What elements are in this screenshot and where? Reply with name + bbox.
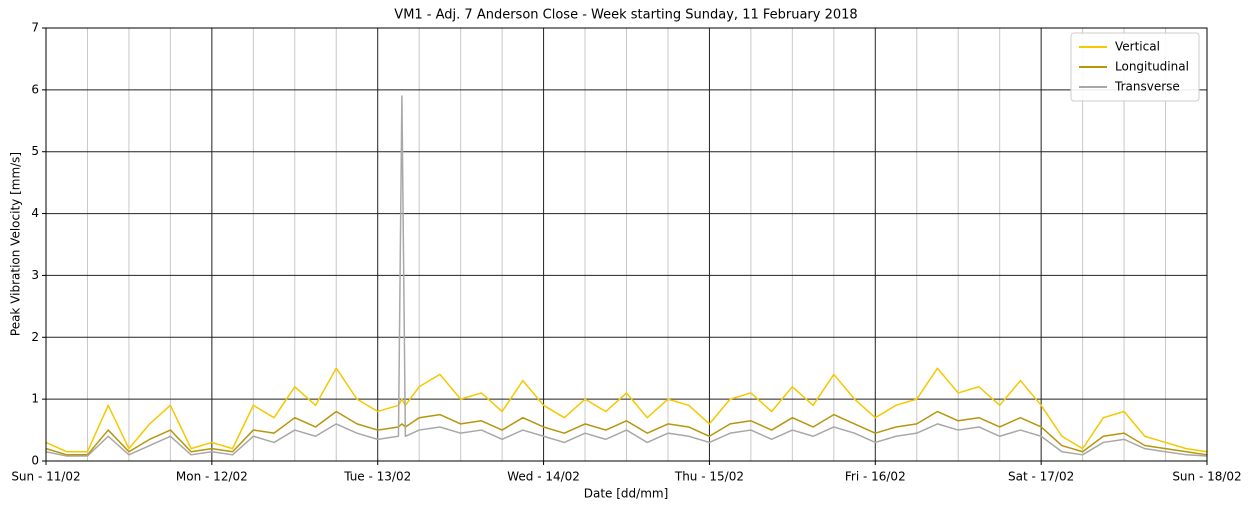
data-line xyxy=(45,95,1208,457)
y-tick-label: 3 xyxy=(31,268,39,282)
legend-label: Longitudinal xyxy=(1115,60,1189,74)
data-line xyxy=(45,367,1208,453)
x-tick-label: Thu - 15/02 xyxy=(674,470,744,484)
y-tick-label: 2 xyxy=(31,330,39,344)
y-tick-label: 7 xyxy=(31,21,39,35)
x-tick-label: Mon - 12/02 xyxy=(176,470,248,484)
x-tick-label: Tue - 13/02 xyxy=(343,470,411,484)
y-tick-label: 1 xyxy=(31,392,39,406)
y-tick-label: 4 xyxy=(31,206,39,220)
chart-title: VM1 - Adj. 7 Anderson Close - Week start… xyxy=(394,8,857,23)
legend: Vertical Longitudinal Transverse xyxy=(1070,32,1200,102)
legend-box xyxy=(1070,32,1200,102)
plot-frame xyxy=(45,27,1208,462)
x-tick-label: Sun - 11/02 xyxy=(11,470,80,484)
legend-label: Transverse xyxy=(1114,80,1180,94)
x-tick-label: Fri - 16/02 xyxy=(845,470,906,484)
data-line xyxy=(45,410,1208,456)
y-tick-label: 0 xyxy=(31,454,39,468)
y-tick-label: 6 xyxy=(31,82,39,96)
y-axis-label: Peak Vibration Velocity [mm/s] xyxy=(9,152,23,336)
legend-label: Vertical xyxy=(1115,40,1160,54)
x-axis-label: Date [dd/mm] xyxy=(584,487,669,501)
x-tick-label: Sat - 17/02 xyxy=(1008,470,1074,484)
x-tick-label: Wed - 14/02 xyxy=(507,470,580,484)
y-tick-label: 5 xyxy=(31,144,39,158)
x-tick-label: Sun - 18/02 xyxy=(1172,470,1241,484)
